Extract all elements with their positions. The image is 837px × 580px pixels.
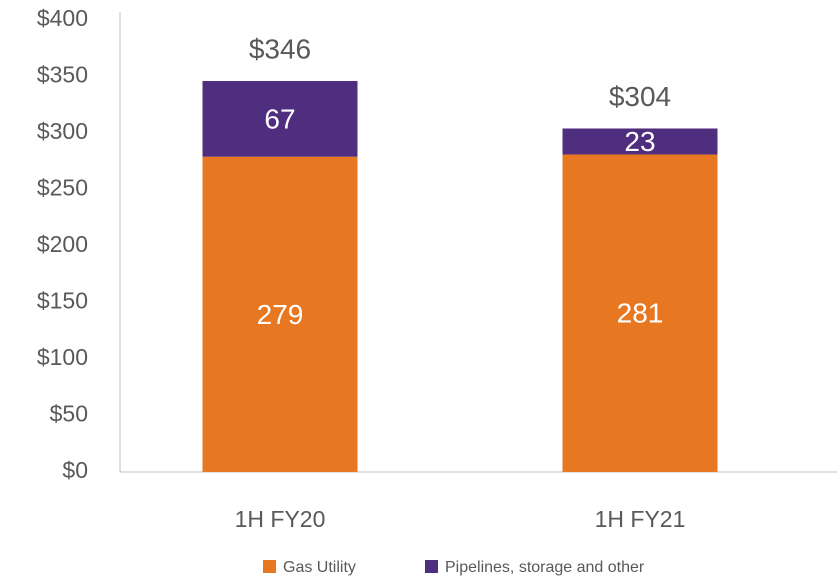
segment-label: 67 — [264, 103, 295, 134]
segment-label: 281 — [617, 298, 664, 329]
y-tick-label: $200 — [37, 231, 88, 257]
y-tick-label: $250 — [37, 175, 88, 201]
y-tick-label: $300 — [37, 118, 88, 144]
legend-swatch — [425, 560, 438, 573]
bar-segment — [562, 154, 718, 472]
y-tick-label: $350 — [37, 62, 88, 88]
y-tick-label: $150 — [37, 288, 88, 314]
segment-label: 23 — [624, 126, 655, 157]
bar-segment — [202, 81, 358, 157]
total-label: $304 — [609, 81, 671, 112]
y-tick-label: $400 — [37, 5, 88, 31]
bar-segment — [562, 128, 718, 155]
x-tick-label: 1H FY21 — [595, 506, 686, 532]
legend-swatch — [263, 560, 276, 573]
x-tick-label: 1H FY20 — [235, 506, 326, 532]
segment-label: 279 — [257, 299, 304, 330]
legend-label: Pipelines, storage and other — [445, 559, 645, 576]
y-tick-label: $0 — [62, 457, 88, 483]
y-tick-label: $50 — [50, 401, 88, 427]
total-label: $346 — [249, 33, 311, 64]
bar-segment — [202, 156, 358, 473]
y-tick-label: $100 — [37, 344, 88, 370]
legend-label: Gas Utility — [283, 559, 356, 576]
